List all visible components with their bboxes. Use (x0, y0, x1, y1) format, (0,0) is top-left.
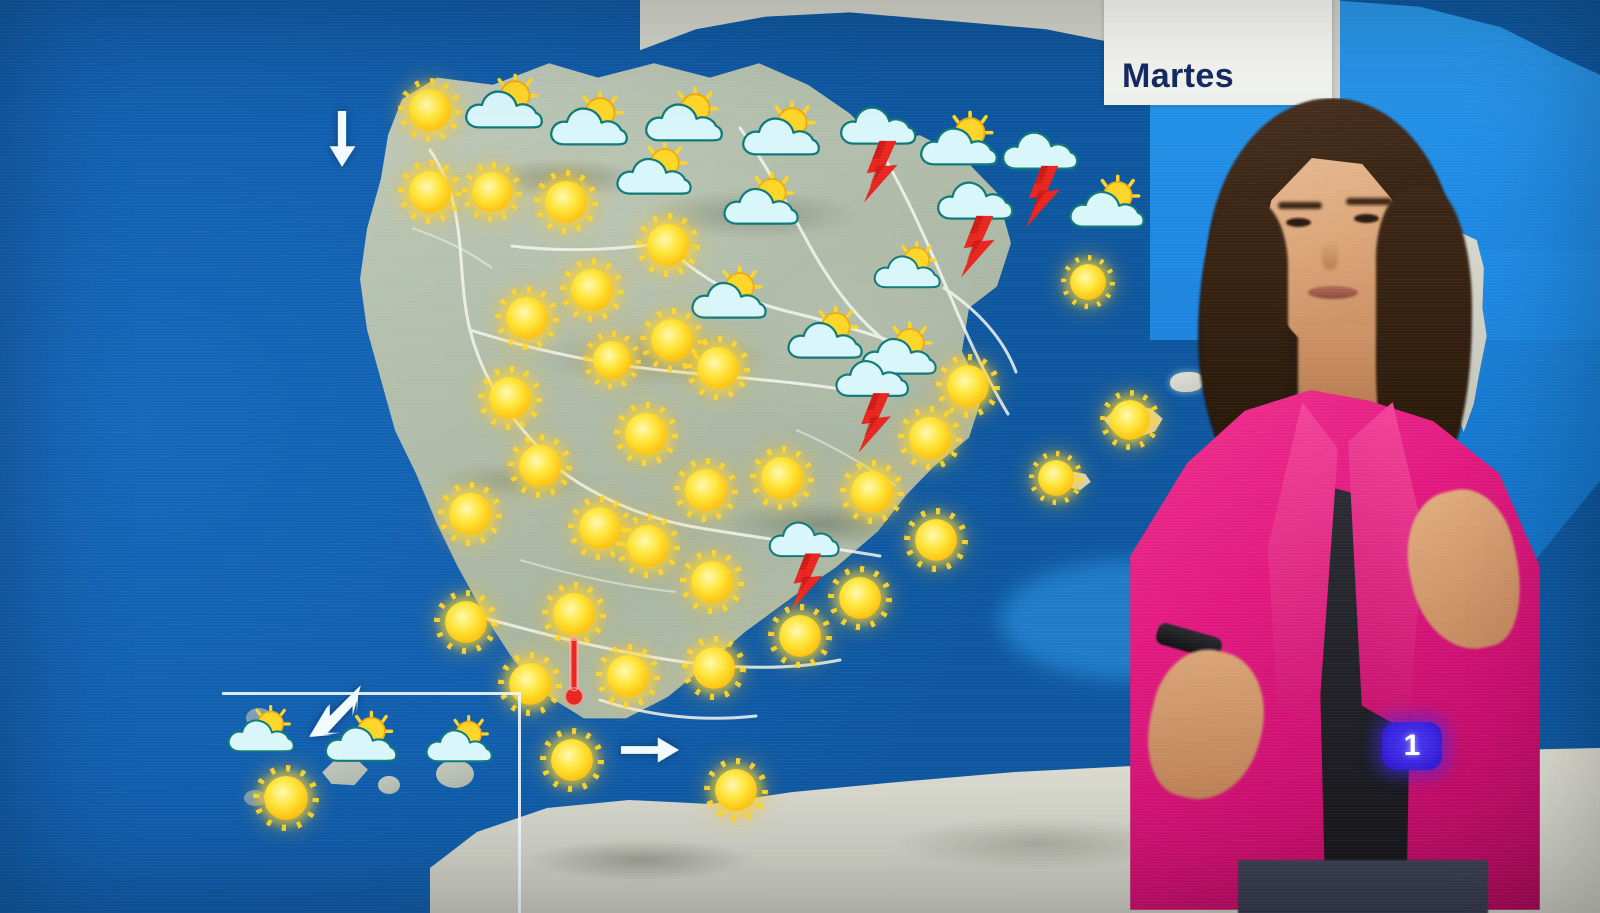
partly-cloudy-icon (1066, 174, 1150, 235)
gomera-island (378, 776, 400, 794)
canary-islands-inset (222, 692, 521, 913)
thunderstorm-icon (830, 351, 914, 453)
partly-cloudy-icon (871, 241, 945, 295)
presenter-nose (1322, 240, 1338, 270)
partly-cloudy-icon (784, 305, 868, 366)
partly-cloudy-icon (739, 100, 826, 163)
day-label: Martes (1122, 57, 1235, 95)
partly-cloudy-icon (642, 86, 729, 149)
presenter-brow-right (1346, 198, 1392, 205)
partly-cloudy-icon (613, 141, 697, 202)
day-banner: Martes (1104, 0, 1332, 105)
channel-logo: 1 (1382, 722, 1442, 770)
partly-cloudy-icon (225, 705, 299, 759)
partly-cloudy-icon (720, 171, 804, 232)
thunderstorm-icon (932, 172, 1019, 278)
partly-cloudy-icon (917, 110, 1004, 173)
channel-logo-label: 1 (1403, 729, 1421, 762)
gran-canaria-island (436, 760, 474, 788)
thunderstorm-icon (835, 97, 922, 203)
presenter-eye-right (1354, 214, 1379, 223)
presenter-brow-left (1278, 202, 1322, 209)
thunderstorm-icon (997, 122, 1084, 228)
presenter-mouth (1308, 286, 1358, 299)
partly-cloudy-icon (858, 321, 942, 382)
partly-cloudy-icon (423, 715, 497, 769)
thunderstorm-icon (764, 513, 845, 612)
partly-cloudy-icon (462, 73, 549, 136)
partly-cloudy-icon (547, 90, 634, 153)
presenter (1110, 90, 1540, 913)
presenter-trousers (1238, 860, 1488, 913)
fuerteventura-island (244, 790, 266, 806)
presenter-eye-left (1286, 218, 1311, 227)
partly-cloudy-icon (688, 265, 772, 326)
thermometer-icon (563, 635, 586, 718)
menorca-island (1170, 372, 1204, 392)
